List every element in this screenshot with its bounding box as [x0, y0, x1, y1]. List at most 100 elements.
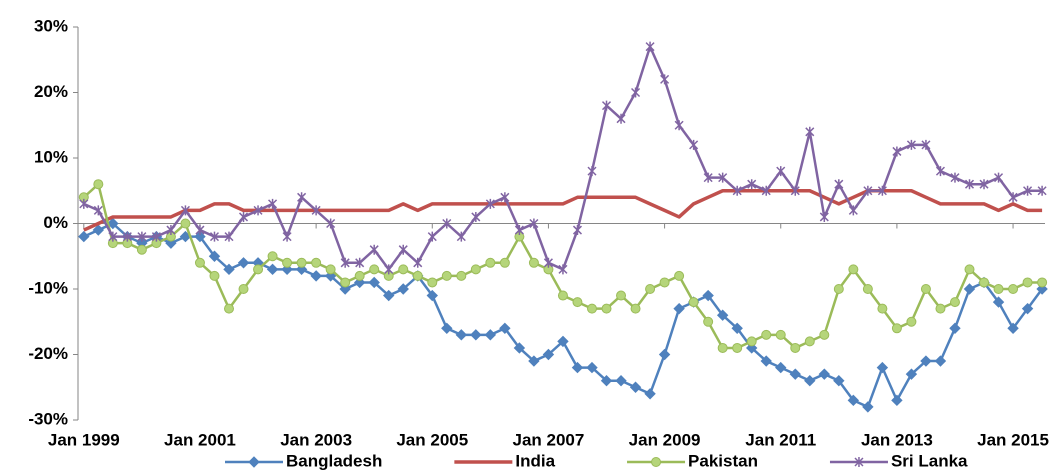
point [326, 218, 336, 229]
series [78, 217, 1048, 413]
point [645, 284, 656, 294]
point [253, 205, 263, 216]
point [412, 270, 423, 281]
point [266, 263, 279, 276]
point [557, 290, 568, 301]
point [601, 100, 612, 111]
point [136, 244, 147, 255]
point [630, 303, 641, 314]
point [209, 270, 220, 281]
point [731, 322, 743, 335]
point [223, 263, 235, 276]
point [717, 342, 728, 353]
legend-label: India [515, 451, 555, 470]
point [1037, 185, 1047, 196]
point [514, 225, 524, 236]
point [994, 172, 1004, 183]
legend-marker [248, 456, 260, 468]
point [616, 113, 626, 124]
point [1022, 277, 1033, 288]
point [921, 139, 931, 150]
point [253, 264, 264, 275]
point [1021, 302, 1034, 315]
x-tick-label: Jan 1999 [48, 430, 120, 449]
point [644, 388, 656, 400]
point [935, 166, 945, 177]
point [500, 192, 510, 203]
point [964, 179, 975, 190]
point [586, 361, 598, 374]
point [354, 270, 365, 281]
point [368, 276, 380, 289]
y-tick-label: 0% [43, 213, 68, 232]
point [689, 139, 699, 150]
point [282, 231, 292, 242]
point [848, 264, 859, 275]
point [863, 185, 873, 196]
point [819, 211, 829, 222]
point [310, 270, 322, 282]
point [180, 205, 190, 216]
point [325, 264, 336, 275]
point [877, 303, 888, 314]
point [238, 284, 249, 294]
legend-label: Bangladesh [286, 451, 382, 470]
point [572, 297, 583, 308]
legend-marker [854, 457, 864, 467]
point [122, 231, 132, 242]
point [688, 297, 699, 308]
point [600, 374, 613, 387]
x-tick-label: Jan 2003 [280, 430, 352, 449]
point [716, 309, 729, 321]
point [442, 218, 452, 229]
point [1008, 192, 1018, 203]
point [413, 257, 423, 268]
point [629, 381, 642, 393]
point [529, 218, 539, 229]
point [761, 329, 772, 340]
y-tick-label: 20% [34, 82, 68, 101]
point [862, 284, 873, 294]
point [732, 342, 743, 353]
point [775, 329, 786, 340]
y-tick-label: -10% [28, 278, 68, 297]
point [528, 355, 540, 367]
point [760, 355, 772, 367]
point [108, 231, 118, 242]
point [658, 348, 671, 361]
point [383, 289, 395, 302]
point [891, 394, 903, 407]
point [979, 179, 989, 190]
point [934, 355, 947, 367]
point [311, 205, 321, 216]
point [427, 231, 437, 242]
x-tick-label: Jan 2009 [629, 430, 701, 449]
point [847, 394, 860, 407]
series-line [83, 189, 1043, 232]
point [369, 264, 380, 275]
point [732, 185, 742, 196]
point [194, 257, 205, 268]
point [485, 257, 496, 268]
point [674, 120, 684, 131]
point [456, 270, 467, 281]
point [877, 185, 887, 196]
point [963, 283, 976, 295]
point [818, 368, 831, 380]
point [993, 284, 1004, 294]
point [441, 322, 453, 335]
point [906, 316, 917, 327]
legend-marker [651, 457, 662, 467]
point [703, 172, 713, 183]
point [631, 87, 641, 98]
point [819, 329, 830, 340]
point [426, 289, 438, 302]
point [296, 257, 307, 268]
point [775, 361, 787, 374]
point [355, 257, 365, 268]
point [804, 336, 815, 347]
point [311, 257, 322, 268]
point [1037, 277, 1048, 288]
point [892, 146, 902, 157]
point [208, 250, 221, 262]
